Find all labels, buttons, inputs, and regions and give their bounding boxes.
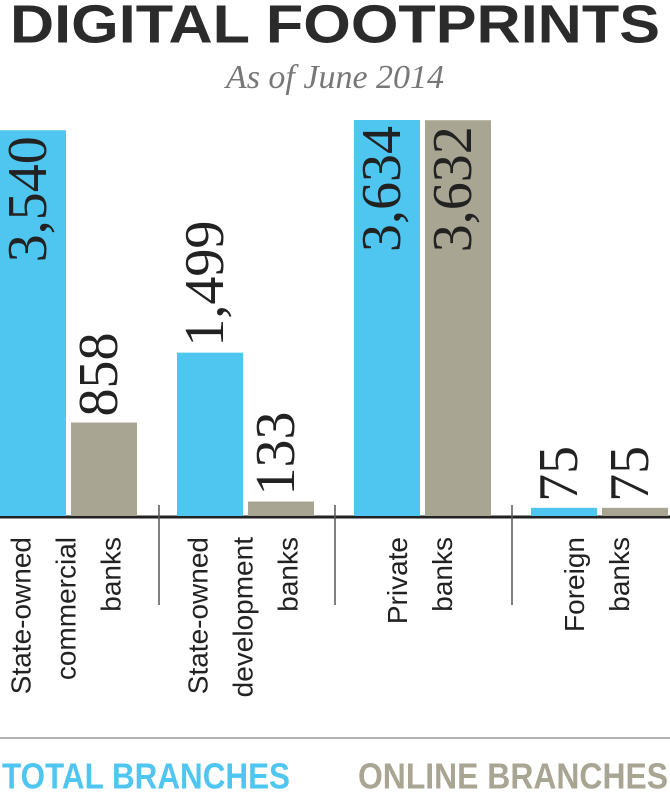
x-tick-label: State-owned: [182, 537, 213, 694]
bar: [354, 120, 420, 516]
bar: [248, 501, 314, 516]
value-label: 133: [245, 412, 307, 496]
x-tick-label: Private: [382, 537, 413, 624]
bar: [531, 507, 597, 516]
value-label: 75: [528, 446, 590, 502]
chart-subtitle: As of June 2014: [224, 59, 444, 96]
x-tick-label: banks: [427, 537, 458, 612]
bar: [0, 130, 66, 516]
bar: [425, 120, 491, 516]
legend-label: TOTAL BRANCHES: [2, 756, 290, 797]
x-tick-label: banks: [95, 537, 126, 612]
value-label: 858: [68, 333, 130, 417]
x-tick-label: State-owned: [5, 537, 36, 694]
value-label: 3,634: [351, 126, 413, 252]
value-label: 75: [599, 446, 661, 502]
value-label: 3,540: [0, 136, 59, 262]
x-tick-label: development: [227, 537, 258, 698]
x-tick-label: banks: [604, 537, 635, 612]
bar: [177, 352, 243, 516]
legend-label: ONLINE BRANCHES: [358, 756, 668, 797]
x-tick-label: Foreign: [559, 537, 590, 632]
x-tick-label: commercial: [50, 537, 81, 680]
x-tick-label: banks: [272, 537, 303, 612]
bar: [71, 422, 137, 516]
value-label: 3,632: [422, 126, 484, 252]
value-label: 1,499: [174, 221, 236, 347]
chart-title: DIGITAL FOOTPRINTS: [10, 0, 660, 54]
bar: [602, 507, 668, 516]
